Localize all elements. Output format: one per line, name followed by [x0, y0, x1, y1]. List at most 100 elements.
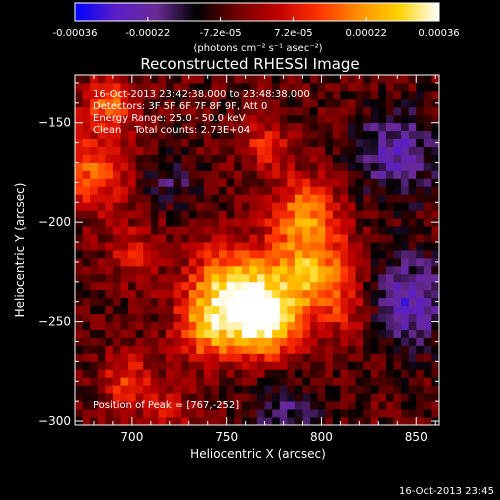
annotation-energy-range: Energy Range: 25.0 - 50.0 keV: [93, 113, 246, 124]
heatmap-cell: [211, 265, 220, 275]
heatmap-cell: [279, 138, 288, 147]
heatmap-cell: [416, 226, 425, 235]
heatmap-cell: [370, 273, 379, 283]
heatmap-cell: [378, 114, 387, 124]
heatmap-cell: [211, 210, 220, 219]
heatmap-cell: [150, 353, 159, 362]
heatmap-cell: [385, 162, 394, 171]
heatmap-cell: [325, 242, 334, 251]
heatmap-cell: [188, 401, 197, 410]
heatmap-cell: [317, 98, 326, 108]
heatmap-cell: [370, 297, 379, 307]
heatmap-cell: [408, 265, 417, 275]
heatmap-cell: [241, 265, 250, 275]
x-axis-label: Heliocentric X (arcsec): [190, 447, 326, 461]
heatmap-cell: [97, 114, 106, 124]
heatmap-cell: [332, 154, 341, 163]
heatmap-cell: [340, 186, 349, 195]
heatmap-cell: [226, 75, 235, 84]
heatmap-cell: [158, 178, 167, 187]
heatmap-cell: [196, 114, 205, 124]
heatmap-cell: [196, 82, 205, 92]
heatmap-cell: [112, 162, 121, 171]
heatmap-cell: [241, 210, 250, 219]
heatmap-cell: [143, 273, 152, 283]
heatmap-cell: [272, 122, 281, 132]
heatmap-cell: [317, 194, 326, 203]
heatmap-cell: [150, 154, 159, 163]
heatmap-cell: [408, 369, 417, 378]
heatmap-cell: [340, 122, 349, 132]
heatmap-cell: [203, 202, 212, 211]
heatmap-cell: [166, 250, 174, 259]
heatmap-cell: [249, 82, 258, 92]
heatmap-cell: [97, 273, 106, 283]
heatmap-cell: [287, 401, 296, 410]
heatmap-cell: [340, 393, 349, 402]
heatmap-cell: [143, 146, 152, 155]
heatmap-cell: [408, 170, 417, 179]
heatmap-cell: [408, 329, 417, 338]
heatmap-cell: [370, 130, 379, 140]
heatmap-cell: [135, 178, 144, 187]
heatmap-cell: [363, 377, 372, 386]
heatmap-cell: [196, 218, 205, 227]
heatmap-cell: [234, 178, 243, 187]
heatmap-cell: [120, 178, 129, 187]
heatmap-cell: [226, 218, 235, 227]
heatmap-cell: [416, 345, 425, 354]
heatmap-cell: [135, 297, 144, 307]
heatmap-cell: [279, 297, 288, 307]
heatmap-cell: [181, 329, 190, 338]
heatmap-cell: [203, 321, 212, 330]
heatmap-cell: [188, 361, 197, 370]
heatmap-cell: [340, 98, 349, 108]
heatmap-cell: [82, 122, 91, 132]
heatmap-cell: [325, 82, 334, 92]
heatmap-cell: [226, 417, 235, 425]
heatmap-cell: [325, 313, 334, 322]
heatmap-cell: [408, 345, 417, 354]
heatmap-cell: [401, 154, 410, 163]
heatmap-cell: [135, 401, 144, 410]
heatmap-cell: [310, 106, 319, 116]
heatmap-cell: [416, 377, 425, 386]
heatmap-cell: [355, 234, 364, 243]
heatmap-cell: [120, 329, 129, 338]
heatmap-cell: [393, 146, 402, 155]
heatmap-cell: [112, 345, 121, 354]
heatmap-cell: [272, 178, 281, 187]
heatmap-cell: [378, 401, 387, 410]
heatmap-cell: [363, 337, 372, 346]
heatmap-cell: [310, 130, 319, 140]
heatmap-cell: [150, 257, 159, 267]
heatmap-cell: [302, 353, 311, 362]
heatmap-cell: [211, 273, 220, 283]
heatmap-cell: [348, 154, 356, 163]
heatmap-cell: [181, 377, 190, 386]
heatmap-cell: [188, 114, 197, 124]
heatmap-cell: [249, 90, 258, 100]
heatmap-cell: [112, 281, 121, 291]
heatmap-cell: [287, 122, 296, 132]
heatmap-cell: [173, 313, 182, 322]
heatmap-cell: [416, 82, 425, 92]
heatmap-cell: [348, 393, 356, 402]
heatmap-cell: [173, 250, 182, 259]
heatmap-cell: [340, 170, 349, 179]
heatmap-cell: [188, 138, 197, 147]
heatmap-cell: [241, 234, 250, 243]
heatmap-cell: [128, 377, 137, 386]
heatmap-cell: [416, 202, 425, 211]
heatmap-cell: [348, 106, 356, 116]
heatmap-cell: [211, 257, 220, 267]
heatmap-cell: [385, 138, 394, 147]
heatmap-cell: [188, 417, 197, 425]
heatmap-cell: [241, 178, 250, 187]
heatmap-cell: [135, 353, 144, 362]
heatmap-cell: [363, 202, 372, 211]
heatmap-cell: [287, 170, 296, 179]
heatmap-cell: [120, 297, 129, 307]
heatmap-cell: [249, 226, 258, 235]
heatmap-cell: [120, 289, 129, 299]
